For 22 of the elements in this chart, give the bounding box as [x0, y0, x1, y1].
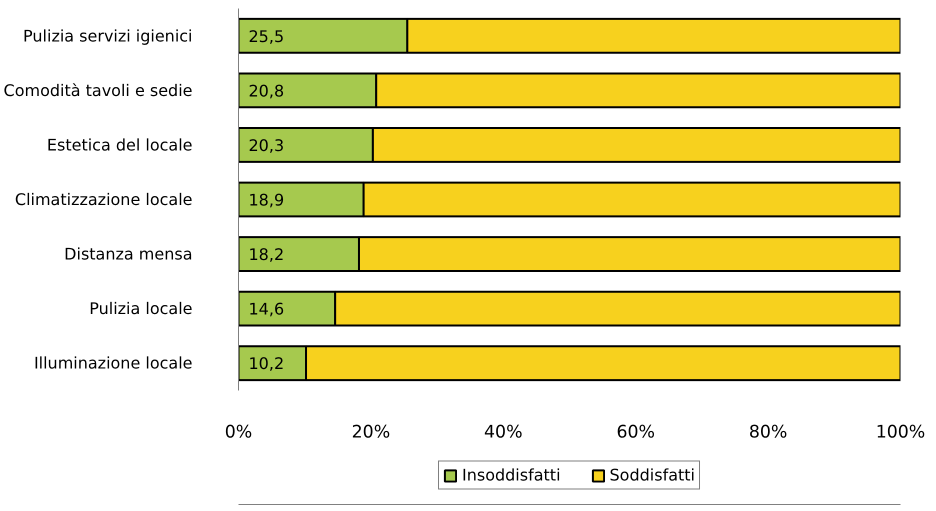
data-label: 14,6	[248, 300, 284, 319]
y-tick-label: Illuminazione locale	[34, 354, 193, 373]
data-label: 25,5	[248, 26, 284, 46]
data-label: 18,2	[248, 245, 284, 264]
data-label: 18,9	[248, 190, 284, 210]
x-tick-label: 20%	[352, 422, 390, 442]
y-tick-label: Pulizia locale	[89, 299, 193, 318]
legend-label: Insoddisfatti	[462, 466, 561, 484]
x-tick-label: 40%	[484, 422, 523, 442]
legend-label: Soddisfatti	[610, 466, 695, 484]
y-tick-label: Pulizia servizi igienici	[23, 26, 192, 46]
y-tick-label: Estetica del locale	[46, 135, 192, 154]
x-tick-label: 100%	[876, 422, 926, 442]
x-tick-label: 0%	[224, 422, 252, 442]
data-label: 20,8	[248, 81, 284, 100]
y-tick-label: Comodità tavoli e sedie	[4, 80, 192, 100]
data-label: 20,3	[248, 136, 284, 155]
data-label: 10,2	[248, 354, 284, 374]
y-tick-label: Climatizzazione locale	[14, 190, 193, 209]
y-tick-label: Distanza mensa	[64, 244, 193, 264]
x-tick-label: 60%	[616, 422, 655, 442]
x-tick-label: 80%	[748, 422, 788, 442]
